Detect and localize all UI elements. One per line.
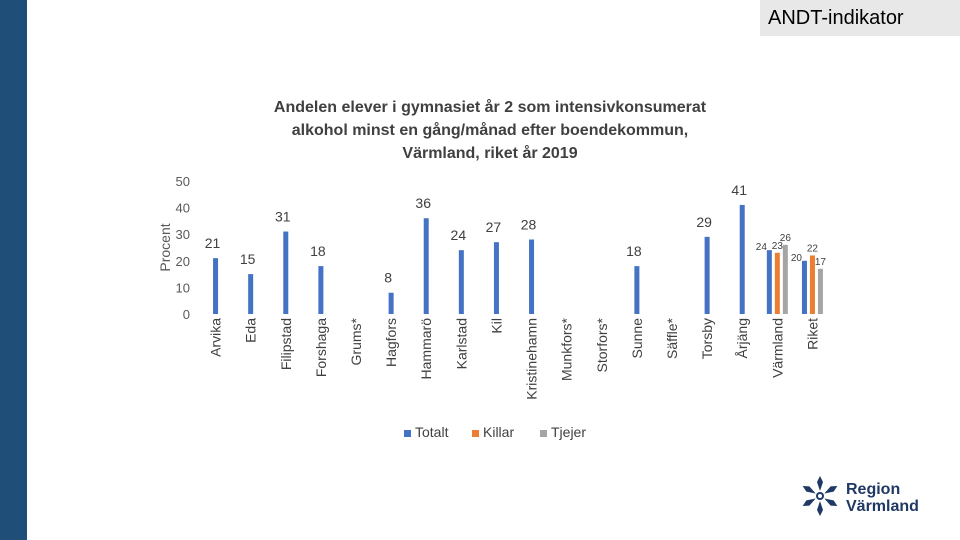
bar-totalt	[318, 266, 324, 314]
legend-label-tjejer: Tjejer	[551, 424, 586, 440]
chart-title-line-2: alkohol minst en gång/månad efter boende…	[291, 122, 689, 139]
bar-totalt	[766, 250, 772, 314]
y-axis-label: Procent	[157, 223, 173, 271]
bar-totalt	[493, 242, 499, 314]
x-tick-label: Riket	[804, 318, 820, 350]
y-tick-label: 50	[176, 174, 190, 189]
chart-title: Andelen elever i gymnasiet år 2 som inte…	[180, 96, 800, 165]
snowflake-icon	[802, 476, 838, 516]
bar-totalt	[739, 204, 745, 314]
bar-totalt	[704, 236, 710, 314]
data-label: 29	[696, 214, 712, 230]
brand-line-2: Värmland	[846, 498, 919, 515]
x-tick-label: Torsby	[699, 318, 715, 359]
bar-tjejer	[817, 268, 823, 314]
x-tick-label: Grums*	[348, 317, 364, 365]
y-tick-label: 40	[176, 201, 190, 216]
x-tick-label: Kil	[488, 318, 504, 334]
bar-totalt	[801, 260, 807, 314]
x-tick-label: Storfors*	[594, 317, 610, 372]
x-tick-label: Sunne	[629, 318, 645, 359]
chart-title-line-1: Andelen elever i gymnasiet år 2 som inte…	[273, 99, 707, 116]
brand-name: Region Värmland	[846, 481, 919, 515]
side-accent-bar	[0, 0, 27, 540]
data-label: 22	[807, 243, 819, 254]
x-tick-label: Årjäng	[734, 318, 750, 358]
data-label: 17	[815, 257, 827, 268]
data-label: 24	[756, 242, 768, 253]
data-label: 26	[780, 233, 792, 244]
data-label: 8	[384, 270, 392, 286]
bar-totalt	[458, 250, 464, 314]
legend-swatch-totalt	[404, 430, 411, 437]
legend-swatch-tjejer	[540, 430, 547, 437]
bar-tjejer	[782, 244, 788, 314]
x-tick-label: Arvika	[208, 318, 224, 357]
bar-killar	[809, 255, 815, 314]
data-label: 41	[731, 182, 747, 198]
data-label: 18	[310, 243, 326, 259]
x-tick-label: Forshaga	[313, 318, 329, 377]
y-tick-label: 30	[176, 227, 190, 242]
y-tick-label: 10	[176, 280, 190, 295]
data-label: 15	[240, 251, 256, 267]
data-label: 31	[275, 209, 291, 225]
bar-totalt	[529, 239, 535, 314]
x-tick-label: Kristinehamn	[524, 318, 540, 400]
x-tick-label: Hagfors	[383, 318, 399, 367]
data-label: 24	[451, 227, 467, 243]
legend-swatch-killar	[472, 430, 479, 437]
x-tick-label: Säffle*	[664, 317, 680, 359]
x-tick-label: Filipstad	[278, 318, 294, 370]
bar-totalt	[423, 218, 429, 314]
bar-totalt	[248, 274, 254, 314]
legend-label-totalt: Totalt	[415, 424, 449, 440]
data-label: 18	[626, 243, 642, 259]
bar-totalt	[283, 231, 289, 314]
bar-killar	[774, 252, 780, 314]
indicator-tag: ANDT-indikator	[760, 0, 960, 36]
x-tick-label: Karlstad	[453, 318, 469, 369]
x-tick-label: Hammarö	[418, 318, 434, 380]
data-label: 21	[205, 235, 221, 251]
y-tick-label: 20	[176, 254, 190, 269]
brand-line-1: Region	[846, 481, 901, 498]
data-label: 36	[415, 195, 431, 211]
y-tick-label: 0	[183, 307, 190, 322]
bar-totalt	[388, 292, 394, 314]
data-label: 28	[521, 217, 537, 233]
bar-totalt	[213, 258, 219, 314]
x-tick-label: Värmland	[769, 318, 785, 378]
chart-title-line-3: Värmland, riket år 2019	[402, 145, 578, 162]
data-label: 20	[791, 253, 803, 264]
data-label: 23	[772, 241, 784, 252]
region-varmland-logo	[802, 476, 838, 516]
bar-totalt	[634, 266, 640, 314]
legend-label-killar: Killar	[483, 424, 514, 440]
x-tick-label: Eda	[243, 318, 259, 343]
data-label: 27	[486, 219, 502, 235]
x-tick-label: Munkfors*	[559, 317, 575, 381]
